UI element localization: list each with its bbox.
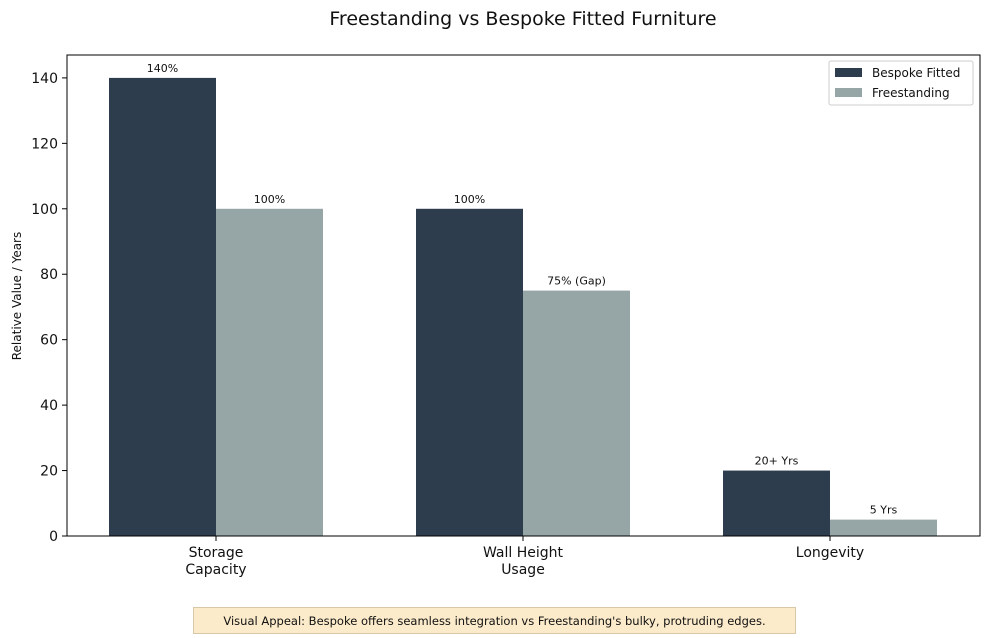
x-tick-label: Wall Height — [483, 545, 564, 561]
bar-value-label: 5 Yrs — [870, 504, 898, 517]
y-tick-label: 140 — [31, 71, 58, 87]
bar-value-label: 100% — [454, 193, 485, 206]
bar-bespoke-fitted-0 — [109, 77, 216, 537]
bar-freestanding-2 — [830, 519, 937, 536]
legend-swatch — [835, 88, 862, 97]
y-tick-label: 0 — [49, 529, 58, 545]
bar-freestanding-0 — [216, 208, 323, 536]
bar-value-label: 100% — [254, 193, 285, 206]
bar-value-label: 20+ Yrs — [755, 455, 799, 468]
y-axis-label: Relative Value / Years — [10, 232, 24, 361]
chart-title: Freestanding vs Bespoke Fitted Furniture — [329, 8, 716, 30]
y-tick-label: 40 — [40, 398, 58, 414]
y-tick-label: 80 — [40, 267, 58, 283]
bar-chart: Freestanding vs Bespoke Fitted Furniture… — [10, 8, 981, 578]
bar-bespoke-fitted-1 — [416, 208, 523, 536]
bar-bespoke-fitted-2 — [723, 470, 830, 536]
bar-value-label: 75% (Gap) — [547, 275, 606, 288]
x-tick-label: Capacity — [185, 562, 246, 578]
legend-swatch — [835, 68, 862, 77]
x-tick-label: Longevity — [796, 545, 864, 561]
y-tick-label: 100 — [31, 202, 58, 218]
legend-label: Bespoke Fitted — [872, 66, 960, 80]
legend-label: Freestanding — [872, 86, 950, 100]
y-tick-label: 20 — [40, 464, 58, 480]
bar-value-label: 140% — [147, 62, 178, 75]
bar-freestanding-1 — [523, 290, 630, 536]
x-tick-label: Storage — [189, 545, 244, 561]
visual-appeal-annotation: Visual Appeal: Bespoke offers seamless i… — [193, 607, 796, 634]
y-tick-label: 60 — [40, 333, 58, 349]
x-tick-label: Usage — [501, 562, 545, 578]
annotation-text: Visual Appeal: Bespoke offers seamless i… — [223, 613, 766, 628]
y-tick-label: 120 — [31, 136, 58, 152]
legend-box — [828, 60, 974, 106]
plot-area: 140% 100% 20+ Yrs 100% 75% (Gap) 5 Yrs 0 20 40 60… — [31, 54, 981, 578]
